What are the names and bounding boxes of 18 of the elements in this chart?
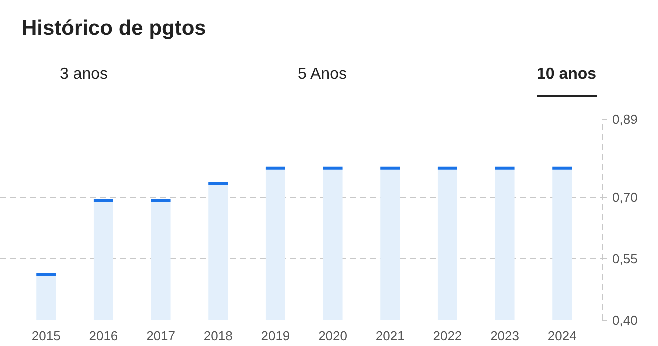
chart-title: Histórico de pgtos xyxy=(22,16,206,42)
text: 5 Anos xyxy=(298,65,347,85)
x-tick-label: 2017 xyxy=(146,328,176,344)
y-tick-label: 0,89 xyxy=(612,112,638,127)
y-tick-label: 0,55 xyxy=(612,251,638,266)
text: 3 anos xyxy=(60,65,108,85)
x-tick-label: 2020 xyxy=(318,328,348,344)
x-tick-label: 2019 xyxy=(261,328,290,344)
x-tick-label: 2022 xyxy=(433,328,462,344)
text: 10 anos xyxy=(536,65,597,85)
x-tick-label: 2018 xyxy=(204,328,233,344)
x-tick-label: 2024 xyxy=(548,328,577,344)
y-tick-label: 0,40 xyxy=(612,312,638,328)
x-tick-label: 2015 xyxy=(32,328,61,344)
x-tick-label: 2023 xyxy=(490,328,520,344)
x-tick-label: 2021 xyxy=(376,328,405,344)
x-tick-label: 2016 xyxy=(89,328,118,344)
y-tick-label: 0,70 xyxy=(612,190,638,205)
